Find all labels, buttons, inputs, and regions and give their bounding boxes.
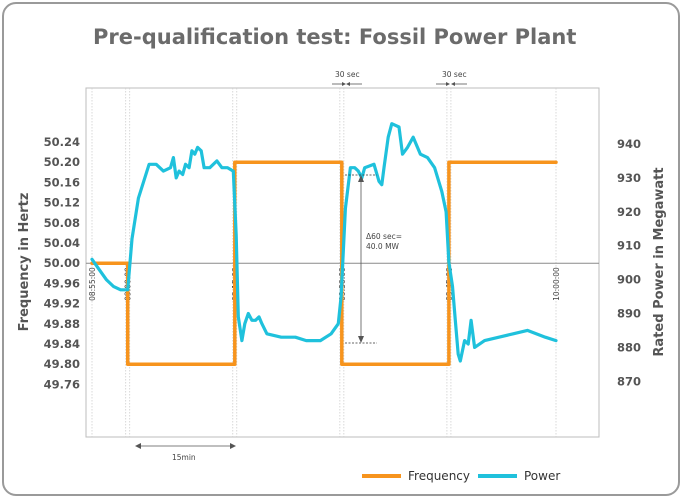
annotation-30sec-b-label: 30 sec <box>442 70 467 79</box>
y-tick-label: 50.24 <box>44 135 80 149</box>
series-layer <box>90 122 558 366</box>
y2-axis-ticks: 940 930 920 910 900 890 880 870 <box>617 137 641 388</box>
legend-label-frequency: Frequency <box>408 469 470 483</box>
y2-tick-label: 940 <box>617 137 641 151</box>
annotation-30sec-a: 30 sec <box>332 70 362 86</box>
y-tick-label: 49.92 <box>44 297 80 311</box>
annotation-30sec-b: 30 sec <box>436 70 467 86</box>
y-tick-label: 49.88 <box>44 317 80 331</box>
annotation-30sec-a-label: 30 sec <box>335 70 360 79</box>
y2-tick-label: 880 <box>617 340 641 354</box>
span-annotation-label: 15min <box>172 453 196 462</box>
y2-tick-label: 930 <box>617 171 641 185</box>
y-tick-label: 50.00 <box>44 256 80 270</box>
legend-label-power: Power <box>524 469 560 483</box>
y-tick-label: 49.76 <box>44 377 80 391</box>
y2-tick-label: 920 <box>617 205 641 219</box>
y2-tick-label: 890 <box>617 307 641 321</box>
span-annotation: 15min <box>135 443 236 462</box>
x-tick-label: 10:00:00 <box>552 267 561 301</box>
y-tick-label: 49.84 <box>44 337 80 351</box>
delta-annotation-line2: 40.0 MW <box>366 242 400 251</box>
y2-tick-label: 900 <box>617 273 641 287</box>
y2-axis-label: Rated Power in Megawatt <box>652 167 667 356</box>
delta-annotation: Δ60 sec= 40.0 MW <box>345 174 407 344</box>
y-tick-label: 50.12 <box>44 196 80 210</box>
y-tick-label: 49.80 <box>44 357 80 371</box>
y2-tick-label: 870 <box>617 374 641 388</box>
chart-title: Pre-qualification test: Fossil Power Pla… <box>93 25 576 49</box>
x-tick-label: 08:55:00 <box>88 267 97 301</box>
y2-tick-label: 910 <box>617 239 641 253</box>
delta-annotation-line1: Δ60 sec= <box>366 232 402 241</box>
y-axis-ticks: 50.24 50.20 50.16 50.12 50.08 50.04 50.00 49.96… <box>44 135 80 391</box>
y-axis-label: Frequency in Hertz <box>17 193 32 332</box>
y-tick-label: 50.04 <box>44 236 80 250</box>
y-tick-label: 50.16 <box>44 175 80 189</box>
y-tick-label: 50.08 <box>44 216 80 230</box>
y-tick-label: 49.96 <box>44 276 80 290</box>
legend: Frequency Power <box>362 469 560 483</box>
series-line-power <box>90 122 558 363</box>
y-tick-label: 50.20 <box>44 155 80 169</box>
